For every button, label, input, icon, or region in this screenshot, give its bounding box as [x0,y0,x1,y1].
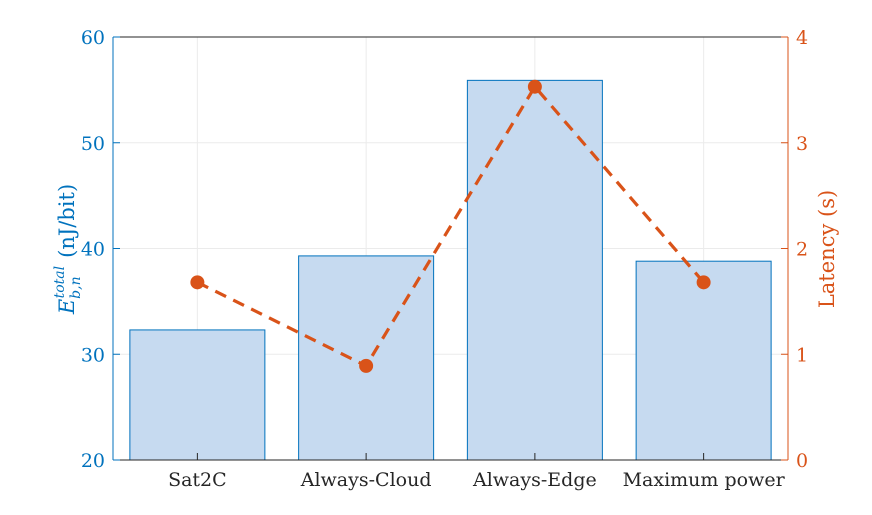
x-tick-label: Always-Cloud [300,469,432,491]
right-tick-label: 0 [796,450,808,472]
left-tick-label: 50 [81,133,105,155]
x-tick-label: Sat2C [168,469,227,491]
x-tick-label: Maximum power [623,469,786,491]
right-tick-label: 2 [796,239,808,261]
bar [298,255,435,461]
latency-marker [696,275,711,290]
ylabel-left-base: E [55,299,79,315]
ylabel-left-unit: (nJ/bit) [55,184,79,258]
left-tick-label: 20 [81,450,105,472]
bar [635,260,772,461]
x-axis-categories: Sat2C Always-Cloud Always-Edge Maximum powe… [168,453,786,491]
left-tick-label: 60 [81,27,105,49]
y-axis-right-label: Latency (s) [815,190,839,308]
left-tick-label: 40 [81,239,105,261]
left-axis-ticks: 20 30 40 50 60 [81,27,120,472]
left-tick-label: 30 [81,344,105,366]
latency-marker [359,358,374,373]
latency-line [196,83,705,368]
y-axis-left-label: Eb,ntotal (nJ/bit) [52,184,84,315]
latency-series [190,79,711,373]
right-axis-ticks: 0 1 2 3 4 [781,27,808,472]
right-tick-label: 4 [796,27,808,49]
bar [129,329,266,461]
ylabel-left-sup: total [52,266,68,299]
right-tick-label: 3 [796,133,808,155]
bar [466,79,603,461]
latency-marker [527,79,542,94]
x-tick-label: Always-Edge [472,469,597,491]
ylabel-left-sub: b,n [68,276,84,298]
right-tick-label: 1 [796,344,808,366]
latency-marker [190,275,205,290]
bar-series [129,79,772,461]
